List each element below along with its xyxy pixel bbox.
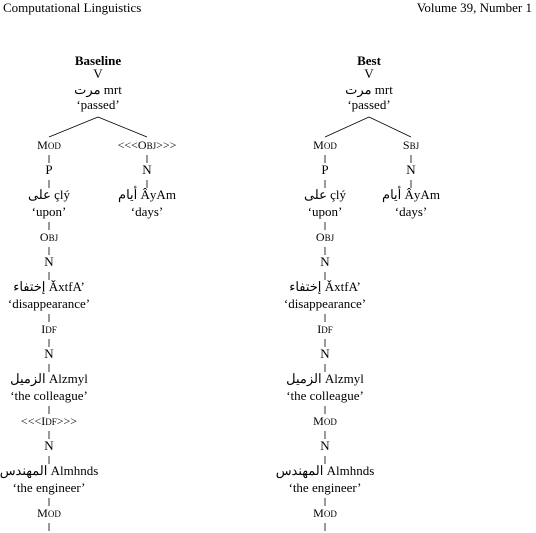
left-branch-pos: N <box>44 254 54 269</box>
right-branch-word: أيام ÂyAm <box>382 186 440 203</box>
left-branch-pos: PN <box>41 530 58 533</box>
right-branch-pos: N <box>142 162 152 177</box>
left-branch-word: إختفاء ǍxtfA’ <box>289 279 361 295</box>
left-branch-pos: N <box>44 346 54 361</box>
left-branch-word: المهندس Almhnds <box>0 463 98 479</box>
root-left-edge <box>48 116 99 138</box>
left-branch-label: MOD <box>313 506 337 520</box>
left-branch-pos: N <box>320 438 330 453</box>
left-branch-pos: N <box>44 438 54 453</box>
left-branch-label: <<<IDF>>> <box>21 414 77 428</box>
left-branch-label: MOD <box>37 138 61 152</box>
left-branch-word-gloss: ‘disappearance’ <box>8 296 90 311</box>
left-branch-label: MOD <box>37 506 61 520</box>
left-branch-word: على çlý <box>304 187 347 202</box>
left-branch-word-gloss: ‘the colleague’ <box>10 388 88 403</box>
root-right-edge <box>368 116 412 138</box>
left-branch-pos: N <box>320 346 330 361</box>
left-branch-word: الزميل Alzmyl <box>10 371 88 387</box>
root-pos: V <box>93 66 103 81</box>
right-branch-word-gloss: ‘days’ <box>395 204 428 219</box>
right-branch-word-gloss: ‘days’ <box>131 204 164 219</box>
root-word: مرت mrt <box>74 82 122 98</box>
right-branch-label: <<<OBJ>>> <box>118 138 177 152</box>
left-branch-word-gloss: ‘the colleague’ <box>286 388 364 403</box>
left-branch-pos: P <box>321 162 328 177</box>
root-gloss: ‘passed’ <box>347 97 390 112</box>
left-branch-word-gloss: ‘the engineer’ <box>288 480 361 495</box>
left-branch-word-gloss: ‘upon’ <box>308 204 343 219</box>
left-branch-pos: PN <box>317 530 334 533</box>
root-gloss: ‘passed’ <box>76 97 119 112</box>
left-branch-label: OBJ <box>316 230 335 244</box>
left-branch-word-gloss: ‘upon’ <box>32 204 67 219</box>
left-branch-pos: P <box>45 162 52 177</box>
right-branch-pos: N <box>406 162 416 177</box>
root-right-edge <box>97 116 148 138</box>
tree-title: Baseline <box>75 53 121 68</box>
left-branch-word: الزميل Alzmyl <box>286 371 364 387</box>
root-left-edge <box>324 116 370 138</box>
running-header-journal: Computational Linguistics <box>3 0 142 15</box>
root-pos: V <box>364 66 374 81</box>
right-branch-word: أيام ÂyAm <box>118 186 176 203</box>
left-branch-word: إختفاء ǍxtfA’ <box>13 279 85 295</box>
left-branch-label: MOD <box>313 138 337 152</box>
root-word: مرت mrt <box>345 82 393 98</box>
tree-title: Best <box>357 53 382 68</box>
right-branch-label: SBJ <box>403 138 420 152</box>
running-header-volume: Volume 39, Number 1 <box>416 0 532 15</box>
left-branch-label: IDF <box>317 322 333 336</box>
left-branch-word-gloss: ‘the engineer’ <box>12 480 85 495</box>
left-branch-word: المهندس Almhnds <box>276 463 375 479</box>
left-branch-label: OBJ <box>40 230 59 244</box>
left-branch-label: MOD <box>313 414 337 428</box>
left-branch-pos: N <box>320 254 330 269</box>
left-branch-word: على çlý <box>28 187 71 202</box>
left-branch-label: IDF <box>41 322 57 336</box>
left-branch-word-gloss: ‘disappearance’ <box>284 296 366 311</box>
